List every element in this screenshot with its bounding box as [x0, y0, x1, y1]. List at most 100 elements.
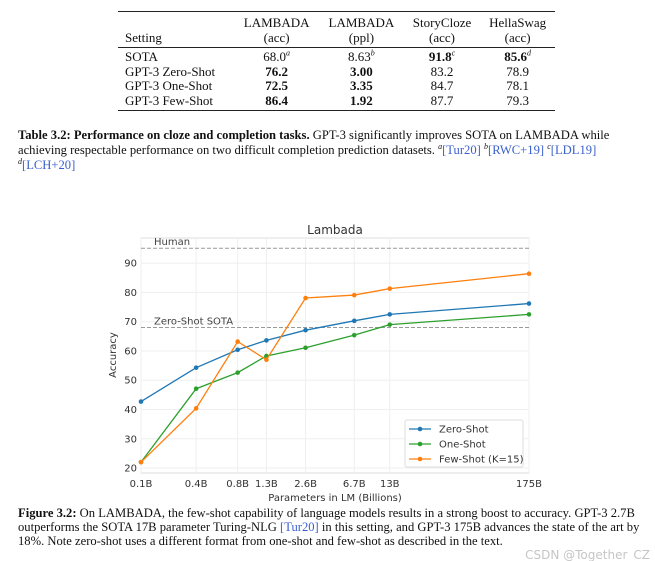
data-point: [387, 286, 393, 291]
column-header-top: StoryCloze: [412, 15, 472, 30]
x-tick-label: 2.6B: [294, 479, 317, 490]
data-point: [351, 332, 357, 338]
y-tick-label: 40: [124, 405, 137, 416]
table-row: GPT-3 Few-Shot 86.4 1.92 87.7 79.3: [118, 92, 555, 111]
citation-link[interactable]: [LCH+20]: [22, 158, 76, 172]
figure-caption-label: Figure 3.2:: [18, 506, 77, 520]
cell-value: 72.5: [265, 78, 289, 93]
value-cell: 87.7: [404, 92, 480, 111]
data-point: [387, 322, 393, 327]
data-point: [351, 292, 357, 298]
cell-value: 85.6: [504, 49, 527, 64]
y-tick-label: 20: [124, 464, 137, 475]
footnote-marker: a: [438, 141, 443, 151]
data-point: [193, 406, 199, 411]
column-header: (acc): [480, 30, 555, 48]
footnote-marker: b: [370, 48, 375, 58]
column-header-top: LAMBADA: [243, 15, 310, 30]
y-tick-label: 60: [124, 346, 137, 357]
legend-label: Few-Shot (K=15): [439, 455, 524, 466]
column-header: (ppl): [319, 30, 404, 48]
x-tick-label: 1.3B: [255, 479, 278, 490]
value-cell: 91.8c: [404, 48, 480, 65]
legend-marker: [417, 426, 423, 432]
setting-cell: SOTA: [125, 49, 158, 64]
value-cell: 3.35: [319, 78, 404, 94]
footnote-marker: a: [286, 48, 291, 58]
y-tick-label: 70: [124, 317, 137, 328]
series-line-zero-shot: [140, 302, 530, 403]
value-cell: 1.92: [319, 92, 404, 111]
y-tick-label: 50: [124, 376, 137, 387]
legend-marker: [417, 456, 423, 462]
legend-marker: [417, 441, 423, 447]
cell-value: 86.4: [265, 92, 289, 108]
cell-value: 87.7: [430, 92, 454, 108]
citation-link[interactable]: [Tur20]: [280, 520, 319, 534]
value-cell: 83.2: [404, 63, 480, 80]
cell-value: 84.7: [430, 78, 454, 93]
cell-value: 1.92: [350, 92, 373, 108]
footnote-marker: c: [451, 48, 456, 58]
data-point: [235, 347, 240, 353]
column-header: Setting: [118, 30, 235, 48]
cell-value: 3.00: [350, 63, 373, 79]
data-point: [264, 338, 269, 343]
y-axis-label: Accuracy: [108, 332, 119, 378]
footnote-marker: b: [484, 141, 488, 151]
data-point: [235, 339, 240, 344]
data-point: [351, 318, 357, 324]
series-line-one-shot: [140, 313, 530, 463]
value-cell: 72.5: [234, 78, 319, 94]
data-point: [235, 370, 240, 375]
series-line-few-shot-k-15-: [140, 273, 530, 463]
x-tick-label: 0.4B: [185, 479, 208, 490]
data-point: [138, 459, 144, 465]
value-cell: 3.00: [319, 63, 404, 80]
reference-line-label: Human: [154, 237, 190, 248]
value-cell: 76.2: [234, 63, 319, 80]
cell-value: 8.63: [348, 49, 371, 64]
cell-value: 76.2: [265, 63, 289, 79]
data-point: [526, 312, 532, 317]
table-caption: Table 3.2: Performance on cloze and comp…: [18, 128, 648, 173]
reference-line-label: Zero-Shot SOTA: [154, 317, 233, 328]
value-cell: 78.9: [480, 64, 555, 80]
figure-caption-text: in this setting, and GPT-3 175B advances…: [18, 520, 640, 548]
cell-value: 91.8: [428, 49, 452, 64]
data-point: [193, 386, 199, 392]
data-point: [138, 399, 144, 404]
x-tick-label: 175B: [516, 479, 542, 490]
data-point: [193, 365, 199, 370]
lambada-chart: 0.1B 0.4B 0.8B 1.3B 2.6B 6.7B 13B 175B 20 30 40 50 6…: [108, 223, 542, 504]
citation-link[interactable]: [LDL19]: [550, 143, 597, 157]
value-cell: 78.1: [480, 78, 555, 94]
table-header-bottom: Setting (acc) (ppl) (acc) (acc): [118, 30, 555, 48]
x-tick-label: 6.7B: [343, 479, 366, 490]
data-point: [303, 327, 308, 333]
citation-link[interactable]: [RWC+19]: [488, 143, 545, 157]
table-row: GPT-3 Zero-Shot 76.2 3.00 83.2 78.9: [118, 63, 555, 80]
column-header-top: [118, 12, 234, 31]
setting-cell: GPT-3 One-Shot: [125, 78, 213, 93]
footnote-marker: d: [18, 156, 22, 166]
watermark: CSDN @Together_CZ: [525, 548, 650, 561]
x-tick-label: 0.1B: [130, 479, 153, 490]
table-header-top: LAMBADA LAMBADA StoryCloze HellaSwag: [118, 12, 555, 31]
column-header: (acc): [403, 30, 481, 48]
value-cell: 8.63b: [319, 48, 404, 65]
y-tick-label: 80: [124, 288, 137, 299]
legend: [404, 419, 524, 468]
value-cell: 86.4: [234, 92, 319, 111]
data-point: [303, 295, 308, 301]
data-point: [387, 312, 393, 317]
x-tick-label: 13B: [380, 479, 400, 490]
value-cell: 68.0a: [234, 48, 319, 65]
cell-value: 83.2: [430, 63, 454, 79]
cell-value: 79.3: [506, 92, 529, 108]
setting-cell: GPT-3 Few-Shot: [125, 92, 214, 108]
results-table: LAMBADA LAMBADA StoryCloze HellaSwag Settin…: [118, 11, 555, 111]
citation-link[interactable]: [Tur20]: [442, 143, 481, 157]
footnote-marker: c: [547, 141, 551, 151]
